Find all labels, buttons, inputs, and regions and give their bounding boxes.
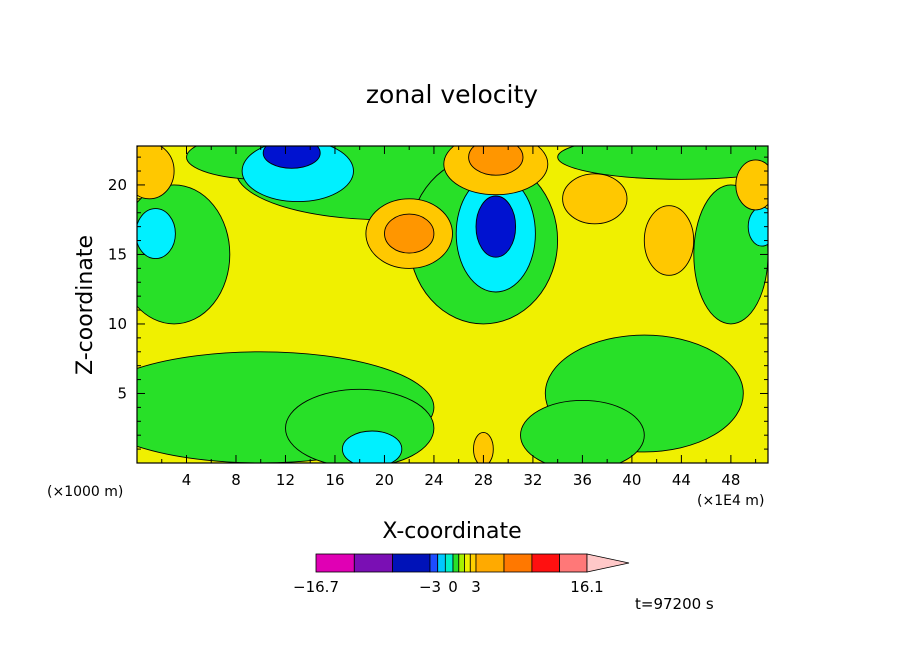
x-tick-label: 32: [523, 471, 542, 489]
colorbar-label: 0: [448, 578, 458, 596]
x-tick-label: 8: [231, 471, 241, 489]
x-tick-label: 24: [424, 471, 443, 489]
contour-region-18: [384, 213, 435, 254]
contour-region-20: [468, 146, 524, 176]
colorbar-segment: [429, 553, 439, 573]
x-tick-label: 44: [672, 471, 691, 489]
chart-title: zonal velocity: [366, 80, 538, 109]
y-axis-title: Z-coordinate: [73, 235, 98, 375]
colorbar: −16.7 −3 0 3 16.1: [293, 553, 630, 596]
contour-region-12: [262, 146, 321, 169]
contour-region-23: [137, 146, 175, 200]
y-tick-label: 15: [108, 245, 127, 263]
contour-region-22: [643, 205, 695, 276]
x-scale-note: (×1E4 m): [697, 493, 764, 509]
colorbar-segment: [444, 553, 454, 573]
colorbar-segment: [437, 553, 446, 573]
contour-region-21: [562, 173, 628, 225]
contour-region-14: [475, 195, 517, 258]
contour-region-9: [557, 146, 768, 180]
x-unit-label: (×1000 m): [47, 484, 123, 500]
colorbar-segment: [392, 553, 431, 573]
x-axis: 4 8 12 16 20 24 28 32 36 40 44 48: [161, 146, 757, 489]
colorbar-extension: [586, 553, 630, 573]
x-tick-label: 40: [622, 471, 641, 489]
colorbar-segment: [353, 553, 393, 573]
x-tick-label: 48: [721, 471, 740, 489]
colorbar-segment: [315, 553, 355, 573]
contour-region-16: [747, 206, 768, 247]
x-tick-label: 16: [325, 471, 344, 489]
contour-region-15: [137, 208, 176, 260]
colorbar-label: 16.1: [570, 578, 603, 596]
x-tick-label: 12: [276, 471, 295, 489]
x-tick-label: 28: [474, 471, 493, 489]
colorbar-segment: [458, 553, 465, 573]
colorbar-label: −3: [419, 578, 441, 596]
colorbar-segment: [475, 553, 505, 573]
y-tick-label: 20: [108, 176, 127, 194]
contour-region-25: [473, 431, 494, 463]
x-tick-label: 4: [182, 471, 192, 489]
contour-region-2: [341, 430, 403, 463]
colorbar-label: −16.7: [293, 578, 339, 596]
colorbar-segment: [559, 553, 588, 573]
contour-region-5: [137, 184, 231, 325]
plot-area: [137, 146, 768, 463]
colorbar-segment: [531, 553, 560, 573]
y-tick-label: 5: [117, 384, 127, 402]
colorbar-segment: [464, 553, 471, 573]
contour-region-24: [735, 159, 768, 211]
x-tick-label: 20: [375, 471, 394, 489]
contour-region-4: [520, 399, 645, 463]
colorbar-segment: [469, 553, 477, 573]
y-axis: 5 10 15 20: [108, 156, 768, 450]
colorbar-segment: [503, 553, 533, 573]
colorbar-label: 3: [471, 578, 481, 596]
y-tick-label: 10: [108, 315, 127, 333]
plot-frame: [136, 145, 769, 464]
time-annotation: t=97200 s: [635, 595, 714, 613]
colorbar-segment: [452, 553, 460, 573]
x-axis-title: X-coordinate: [382, 519, 521, 544]
x-tick-label: 36: [573, 471, 592, 489]
